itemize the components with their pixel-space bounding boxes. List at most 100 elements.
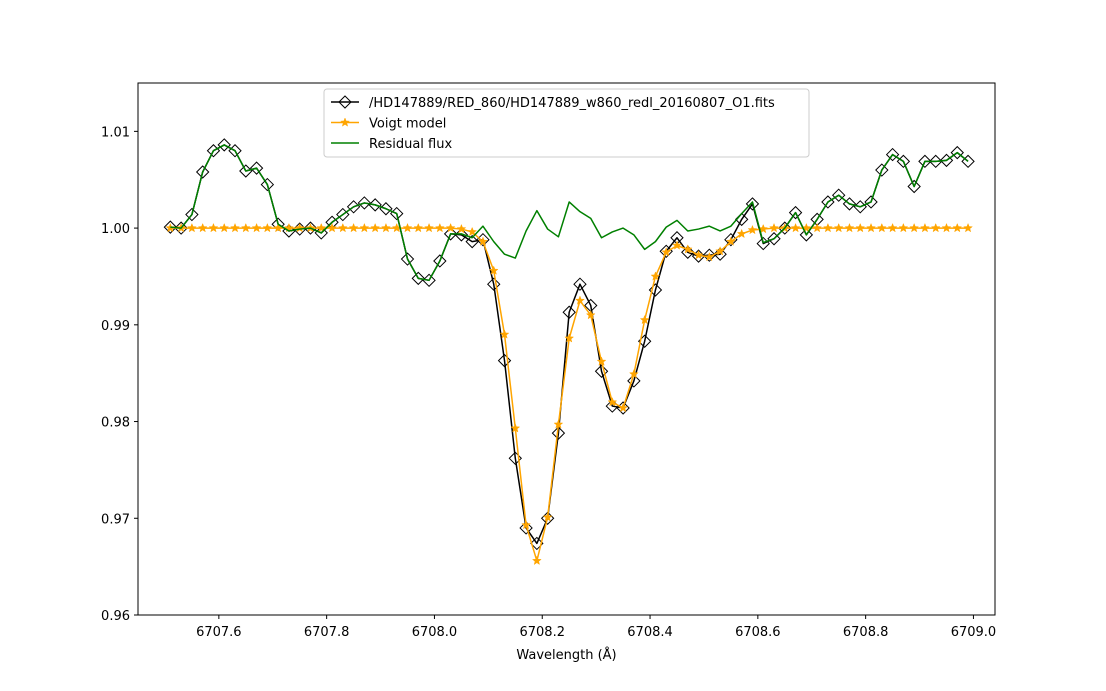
voigt-model-point-65 bbox=[866, 222, 876, 233]
voigt-model-point-12 bbox=[294, 222, 305, 233]
legend-voigt-model-point-0 bbox=[340, 117, 350, 127]
observed-spectrum-point-67 bbox=[885, 147, 900, 162]
voigt-model-point-24 bbox=[424, 222, 435, 233]
voigt-model-point-63 bbox=[844, 222, 855, 233]
y-tick-label: 0.98 bbox=[101, 416, 130, 431]
voigt-model-point-28 bbox=[467, 226, 478, 237]
observed-spectrum-point-13 bbox=[303, 221, 318, 235]
observed-spectrum-point-5 bbox=[217, 138, 231, 152]
voigt-model-point-30 bbox=[488, 265, 499, 275]
voigt-model-point-18 bbox=[359, 222, 370, 233]
observed-spectrum-point-22 bbox=[400, 252, 415, 266]
plot-frame bbox=[137, 82, 996, 616]
x-tick-label: 6708.6 bbox=[735, 625, 781, 640]
x-tick-label: 6709.0 bbox=[951, 625, 997, 640]
observed-spectrum-point-58 bbox=[788, 205, 803, 220]
voigt-model-point-3 bbox=[197, 222, 208, 233]
voigt-model-point-15 bbox=[327, 222, 337, 233]
voigt-model-point-42 bbox=[618, 402, 629, 413]
observed-spectrum-point-65 bbox=[864, 195, 878, 209]
voigt-model-point-48 bbox=[682, 244, 693, 254]
voigt-model-point-39 bbox=[585, 309, 596, 320]
voigt-model-point-54 bbox=[747, 224, 758, 235]
observed-spectrum-point-9 bbox=[260, 177, 275, 192]
voigt-model-point-2 bbox=[186, 222, 197, 233]
observed-spectrum-point-19 bbox=[368, 198, 382, 212]
observed-spectrum-point-30 bbox=[487, 277, 501, 291]
observed-spectrum-point-66 bbox=[875, 163, 889, 177]
voigt-model-point-20 bbox=[380, 222, 391, 233]
legend-item-observed-spectrum: /HD147889/RED_860/HD147889_w860_redl_201… bbox=[331, 95, 775, 111]
voigt-model-point-6 bbox=[230, 222, 240, 233]
voigt-model-point-43 bbox=[628, 368, 639, 379]
observed-spectrum-point-57 bbox=[778, 221, 792, 235]
voigt-model-point-53 bbox=[736, 228, 747, 239]
voigt-model-point-50 bbox=[704, 251, 715, 262]
x-tick-label: 6707.8 bbox=[304, 625, 350, 640]
voigt-model-point-62 bbox=[833, 222, 844, 233]
voigt-model-point-14 bbox=[316, 222, 327, 233]
legend-label: /HD147889/RED_860/HD147889_w860_redl_201… bbox=[369, 96, 775, 111]
voigt-model-point-19 bbox=[370, 222, 381, 233]
observed-spectrum-point-43 bbox=[627, 374, 641, 388]
observed-spectrum-point-23 bbox=[411, 271, 425, 286]
legend-label: Voigt model bbox=[369, 117, 446, 132]
y-tick-label: 1.01 bbox=[101, 125, 130, 140]
observed-spectrum-point-62 bbox=[831, 188, 846, 202]
observed-spectrum-point-73 bbox=[950, 145, 964, 160]
observed-spectrum-point-32 bbox=[508, 451, 523, 466]
voigt-model-point-60 bbox=[812, 222, 823, 233]
legend: /HD147889/RED_860/HD147889_w860_redl_201… bbox=[323, 88, 810, 158]
observed-spectrum-point-71 bbox=[929, 154, 943, 169]
voigt-model-point-35 bbox=[542, 512, 553, 522]
voigt-model-point-71 bbox=[930, 222, 941, 233]
y-tick-label: 0.99 bbox=[101, 319, 130, 334]
residual-flux-series bbox=[170, 144, 969, 282]
voigt-model-point-68 bbox=[898, 222, 909, 233]
voigt-model-point-51 bbox=[715, 246, 726, 256]
voigt-model-point-32 bbox=[510, 423, 521, 433]
legend-observed-spectrum-point-0 bbox=[338, 95, 352, 109]
observed-spectrum-point-52 bbox=[724, 232, 738, 247]
observed-spectrum-point-24 bbox=[422, 273, 436, 288]
voigt-model-point-37 bbox=[564, 333, 575, 343]
observed-spectrum-point-34 bbox=[530, 536, 544, 551]
y-axis: 0.96 0.97 0.98 0.99 1.00 1.01 bbox=[101, 125, 138, 624]
y-tick-label: 1.00 bbox=[101, 222, 130, 237]
observed-spectrum-point-27 bbox=[454, 228, 469, 242]
observed-spectrum-point-3 bbox=[195, 165, 210, 179]
voigt-model-point-64 bbox=[855, 222, 866, 233]
observed-spectrum-point-48 bbox=[681, 245, 695, 259]
voigt-model-point-26 bbox=[445, 222, 456, 233]
observed-spectrum-point-38 bbox=[573, 277, 587, 291]
voigt-model-point-8 bbox=[251, 222, 262, 233]
observed-spectrum-point-37 bbox=[562, 305, 576, 319]
observed-spectrum-point-25 bbox=[433, 254, 447, 268]
voigt-model-point-36 bbox=[553, 419, 564, 429]
observed-spectrum-point-40 bbox=[594, 364, 609, 378]
x-tick-label: 6708.4 bbox=[627, 625, 673, 640]
observed-spectrum-point-7 bbox=[239, 164, 253, 178]
voigt-model-point-40 bbox=[596, 356, 607, 366]
voigt-model-point-22 bbox=[402, 222, 413, 233]
voigt-model-point-56 bbox=[769, 222, 779, 233]
voigt-model-point-27 bbox=[456, 223, 467, 234]
observed-spectrum-point-2 bbox=[185, 207, 199, 222]
observed-spectrum-point-31 bbox=[497, 353, 512, 368]
voigt-model-point-7 bbox=[240, 222, 251, 233]
voigt-model-point-69 bbox=[909, 222, 920, 233]
observed-spectrum-point-26 bbox=[443, 227, 458, 241]
voigt-model-point-9 bbox=[262, 222, 273, 233]
x-axis-label: Wavelength (Å) bbox=[516, 647, 616, 663]
voigt-model-point-4 bbox=[208, 222, 219, 233]
y-tick-label: 0.97 bbox=[101, 512, 130, 527]
voigt-model-point-47 bbox=[672, 240, 682, 250]
voigt-model-point-49 bbox=[693, 249, 704, 260]
observed-spectrum-point-63 bbox=[842, 197, 857, 211]
voigt-model-point-70 bbox=[919, 222, 930, 233]
x-tick-label: 6708.2 bbox=[519, 625, 565, 640]
series-layer bbox=[163, 138, 975, 566]
legend-item-residual-flux: Residual flux bbox=[331, 137, 452, 152]
voigt-model-point-33 bbox=[521, 519, 532, 530]
